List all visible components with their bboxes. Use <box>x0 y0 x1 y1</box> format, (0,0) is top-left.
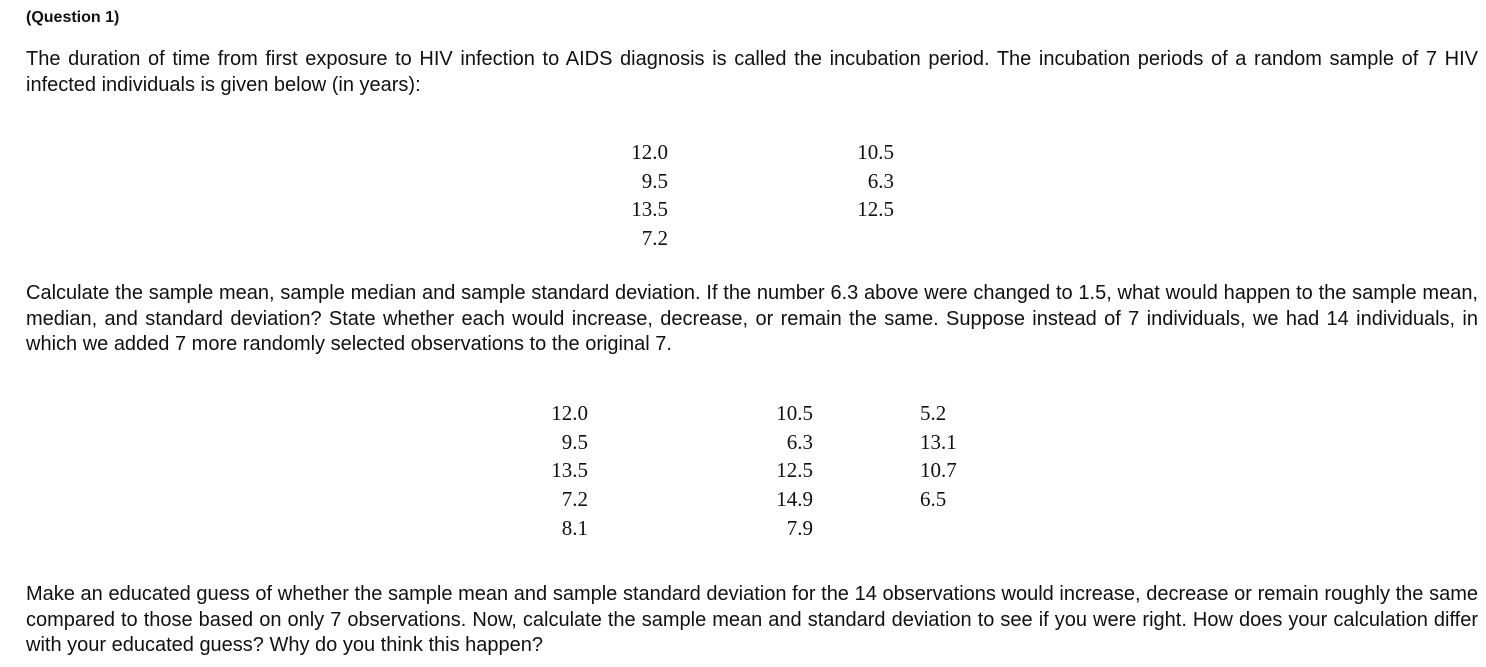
sample7-value: 12.0 <box>631 140 668 164</box>
task-paragraph: Calculate the sample mean, sample median… <box>26 282 1478 355</box>
sample14-value: 10.7 <box>920 458 957 483</box>
sample14-value: 12.5 <box>776 458 813 483</box>
sample14-value: 7.9 <box>786 515 813 540</box>
sample14-value: 14.9 <box>776 487 813 512</box>
sample14-value: 6.3 <box>786 429 813 454</box>
sample14-value: 7.2 <box>561 487 588 512</box>
sample7-value: 6.3 <box>867 168 894 193</box>
sample7-value: 7.2 <box>641 226 668 251</box>
sample14-value: 13.1 <box>920 429 957 454</box>
sample7-value: 10.5 <box>857 140 894 164</box>
question-heading: (Question 1) <box>26 9 120 26</box>
sample14-value: 12.0 <box>551 401 588 425</box>
sample14-value: 5.2 <box>920 401 947 425</box>
sample14-value: 13.5 <box>551 458 588 483</box>
sample7-column-1: 12.0 9.5 13.5 7.2 <box>610 138 668 253</box>
sample14-column-3: 5.2 13.1 10.7 6.5 <box>920 399 980 514</box>
sample7-value: 12.5 <box>857 197 894 222</box>
sample14-value: 6.5 <box>920 487 947 512</box>
intro-paragraph: The duration of time from first exposure… <box>26 48 1478 96</box>
sample14-column-2: 10.5 6.3 12.5 14.9 7.9 <box>755 399 813 543</box>
sample7-value: 9.5 <box>641 168 668 193</box>
sample14-value: 10.5 <box>776 401 813 425</box>
sample7-column-2: 10.5 6.3 12.5 <box>836 138 894 224</box>
sample14-column-1: 12.0 9.5 13.5 7.2 8.1 <box>530 399 588 543</box>
sample7-value: 13.5 <box>631 197 668 222</box>
sample14-value: 8.1 <box>561 515 588 540</box>
sample14-value: 9.5 <box>561 429 588 454</box>
guess-paragraph: Make an educated guess of whether the sa… <box>26 583 1478 656</box>
